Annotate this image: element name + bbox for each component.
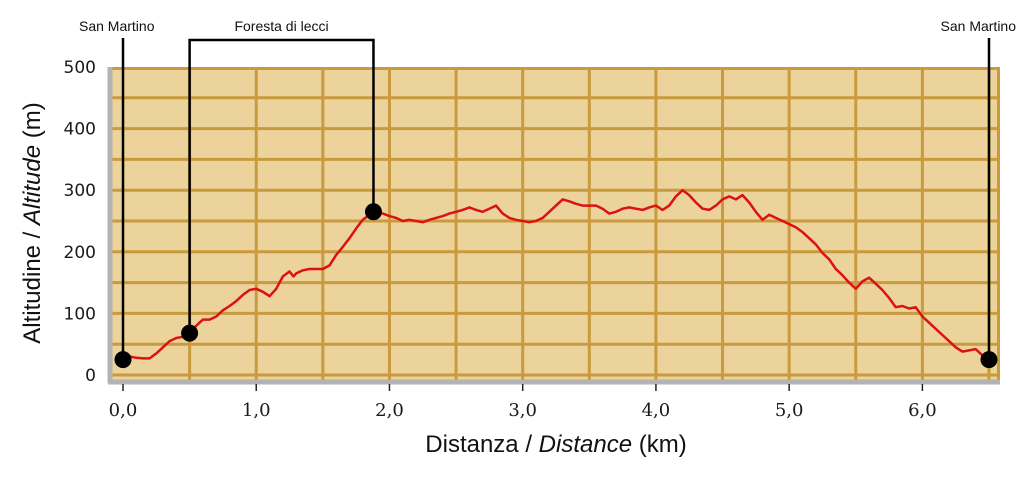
x-tick-label: 1,0 <box>242 400 271 421</box>
y-axis-title-italic: Altitude <box>19 145 46 227</box>
waypoint-label: San Martino <box>941 18 1017 34</box>
x-axis-title: Distanza / Distance (km) <box>425 431 686 458</box>
x-tick-label: 0,0 <box>109 400 138 421</box>
x-tick-label: 4,0 <box>642 400 671 421</box>
y-tick-label: 300 <box>64 181 96 201</box>
y-tick-label: 0 <box>85 366 96 386</box>
x-axis-title-italic: Distance <box>539 431 632 458</box>
forest-bracket <box>188 38 375 334</box>
forest-label: Foresta di lecci <box>234 18 328 34</box>
series-layer <box>122 188 990 361</box>
waypoint-dot <box>364 203 382 221</box>
plot-frame <box>107 67 1000 385</box>
waypoint-dot <box>980 351 998 369</box>
markers-layer: Foresta di lecci San Martino San Martino <box>79 18 1017 369</box>
y-axis-title: Altitudine / Altitude (m) <box>19 102 46 343</box>
x-tick-label: 2,0 <box>375 400 404 421</box>
y-tick-label: 400 <box>64 120 96 140</box>
elevation-line <box>122 188 990 361</box>
y-tick-label: 100 <box>64 304 96 324</box>
y-axis-title-unit: (m) <box>19 102 46 145</box>
y-tick-label: 500 <box>64 58 96 78</box>
waypoint-dot <box>181 324 199 342</box>
plot-area <box>112 67 1000 380</box>
y-tick-label: 200 <box>64 243 96 263</box>
x-tick-label: 6,0 <box>908 400 937 421</box>
x-tick-label: 5,0 <box>775 400 804 421</box>
waypoint-label: San Martino <box>79 18 155 34</box>
y-axis-ticks: 0 100 200 300 400 500 <box>64 58 96 386</box>
y-axis-title-main: Altitudine / <box>19 225 46 344</box>
x-axis-ticks: 0,0 1,0 2,0 3,0 4,0 5,0 6,0 <box>109 384 937 421</box>
x-axis-title-main: Distanza / <box>425 431 538 458</box>
waypoint-dot <box>114 351 132 369</box>
x-tick-label: 3,0 <box>508 400 537 421</box>
x-axis-title-unit: (km) <box>632 431 687 458</box>
